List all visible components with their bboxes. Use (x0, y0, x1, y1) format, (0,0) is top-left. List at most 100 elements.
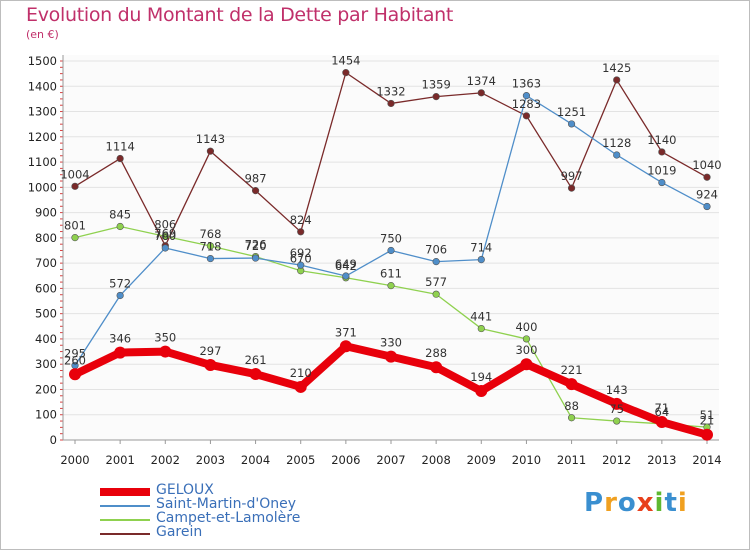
legend-label: Garein (156, 524, 203, 540)
x-tick-label: 2005 (286, 453, 315, 467)
y-tick-label: 700 (35, 256, 57, 270)
data-label: 760 (154, 229, 176, 243)
data-point (613, 76, 621, 84)
data-label: 1128 (602, 136, 631, 150)
data-label: 1454 (331, 54, 360, 68)
data-label: 371 (335, 325, 357, 339)
data-point (206, 254, 215, 263)
data-point (297, 261, 305, 269)
data-point (565, 378, 578, 391)
data-point (71, 234, 79, 242)
data-label: 706 (425, 243, 447, 257)
data-label: 1374 (467, 74, 496, 88)
data-label: 143 (606, 383, 628, 397)
data-point (703, 173, 711, 181)
data-point (159, 345, 172, 358)
y-tick-label: 600 (35, 281, 57, 295)
data-label: 1359 (422, 78, 451, 92)
data-label: 210 (290, 366, 312, 380)
data-label: 1143 (196, 132, 225, 146)
data-point (116, 154, 124, 163)
data-label: 718 (199, 240, 221, 254)
x-tick-label: 2007 (376, 453, 405, 467)
y-tick-label: 1200 (28, 130, 57, 144)
data-label: 1019 (647, 164, 676, 178)
data-point (477, 255, 485, 264)
data-point (114, 346, 127, 359)
y-tick-label: 500 (35, 307, 57, 321)
x-tick-label: 2004 (241, 453, 270, 467)
legend-swatch (100, 505, 150, 507)
data-label: 1040 (692, 158, 721, 172)
data-label: 1332 (376, 84, 405, 98)
data-label: 824 (290, 213, 312, 227)
data-label: 75 (609, 402, 624, 416)
data-label: 288 (425, 346, 447, 360)
data-label: 806 (154, 217, 176, 231)
legend-item: GELOUX (100, 482, 340, 500)
legend-item: Campet-et-Lamolère (100, 510, 340, 528)
data-label: 801 (64, 219, 86, 233)
data-label: 221 (561, 363, 583, 377)
x-tick-label: 2010 (512, 453, 541, 467)
data-point (655, 416, 668, 429)
data-point (610, 397, 623, 410)
data-point (522, 335, 531, 343)
data-point (206, 242, 215, 250)
x-axis-ticks: 2000 2001 2002 2003 2004 2005 2006 2007 2008 2009… (60, 440, 722, 467)
y-tick-label: 1000 (28, 180, 57, 194)
data-label: 295 (64, 346, 86, 360)
data-label: 71 (655, 401, 670, 415)
data-point (116, 291, 124, 300)
data-point (342, 272, 350, 280)
data-point (477, 89, 485, 97)
data-label: 692 (290, 246, 312, 260)
data-point (116, 222, 124, 231)
data-label: 350 (154, 331, 176, 345)
data-point (703, 202, 711, 211)
data-label: 260 (64, 353, 86, 367)
data-label: 300 (515, 343, 537, 357)
x-tick-label: 2001 (106, 453, 135, 467)
data-label: 21 (700, 414, 715, 428)
legend-swatch (100, 488, 150, 496)
data-label: 642 (335, 259, 357, 273)
data-point (297, 228, 305, 236)
data-point (206, 147, 215, 155)
data-point (658, 178, 666, 187)
x-tick-label: 2006 (331, 453, 360, 467)
legend-label: GELOUX (156, 482, 214, 498)
y-tick-label: 900 (35, 206, 57, 220)
data-label: 769 (154, 227, 176, 241)
y-tick-label: 0 (50, 433, 57, 447)
y-tick-label: 1100 (28, 155, 57, 169)
data-label: 997 (561, 169, 583, 183)
data-point (251, 187, 260, 195)
data-label: 330 (380, 336, 402, 350)
data-label: 1114 (106, 140, 135, 154)
data-point (567, 184, 576, 192)
data-label: 88 (564, 399, 579, 413)
legend-item: Saint-Martin-d'Oney (100, 496, 340, 514)
data-point (522, 112, 531, 120)
data-label: 845 (109, 207, 131, 221)
x-tick-label: 2011 (557, 453, 586, 467)
data-label: 64 (655, 405, 670, 419)
data-label: 194 (470, 370, 492, 384)
x-tick-label: 2009 (467, 453, 496, 467)
data-point (432, 290, 440, 298)
y-tick-label: 100 (35, 408, 57, 422)
data-label: 1140 (647, 133, 676, 147)
data-point (613, 151, 621, 159)
data-point (161, 232, 169, 240)
proxiti-logo: Proxiti (584, 488, 688, 518)
data-label: 1251 (557, 105, 586, 119)
data-point (339, 340, 352, 353)
data-label: 1283 (512, 97, 541, 111)
data-label: 924 (696, 188, 718, 202)
data-point (387, 99, 395, 108)
data-label: 1363 (512, 77, 541, 91)
x-tick-label: 2013 (647, 453, 676, 467)
data-label: 51 (700, 408, 715, 422)
